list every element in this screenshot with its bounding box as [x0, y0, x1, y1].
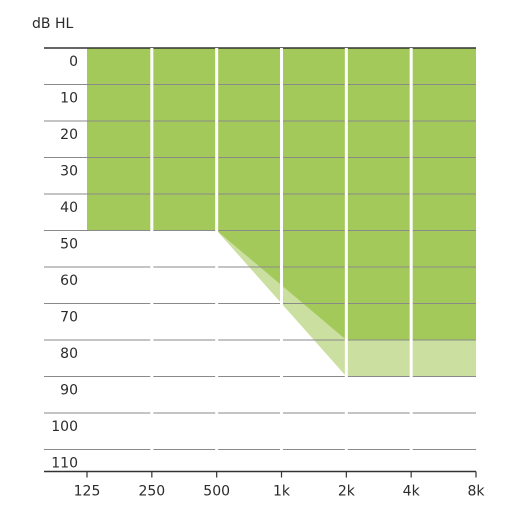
y-tick-label-10: 10 — [60, 91, 78, 107]
x-tick-label-250: 250 — [138, 484, 165, 500]
y-tick-label-0: 0 — [69, 54, 78, 70]
y-tick-label-40: 40 — [60, 200, 78, 216]
y-tick-label-60: 60 — [60, 273, 78, 289]
y-tick-label-30: 30 — [60, 164, 78, 180]
y-tick-label-50: 50 — [60, 237, 78, 253]
y-axis-title: dB HL — [32, 16, 73, 32]
y-tick-labels: 0 10 20 30 40 50 60 70 80 90 100 110 — [51, 54, 78, 472]
x-tick-label-1k: 1k — [273, 484, 291, 500]
frequency-lines-layer — [86, 48, 477, 478]
x-tick-labels: 125 250 500 1k 2k 4k 8k — [74, 484, 486, 500]
y-tick-label-70: 70 — [60, 310, 78, 326]
x-tick-label-4k: 4k — [403, 484, 421, 500]
y-tick-label-110: 110 — [51, 456, 78, 472]
grid-layer — [44, 47, 476, 473]
y-tick-label-80: 80 — [60, 346, 78, 362]
x-tick-label-2k: 2k — [338, 484, 356, 500]
y-tick-label-20: 20 — [60, 127, 78, 143]
x-tick-label-125: 125 — [74, 484, 101, 500]
y-tick-label-90: 90 — [60, 383, 78, 399]
y-tick-label-100: 100 — [51, 419, 78, 435]
x-tick-label-8k: 8k — [467, 484, 485, 500]
x-tick-label-500: 500 — [203, 484, 230, 500]
